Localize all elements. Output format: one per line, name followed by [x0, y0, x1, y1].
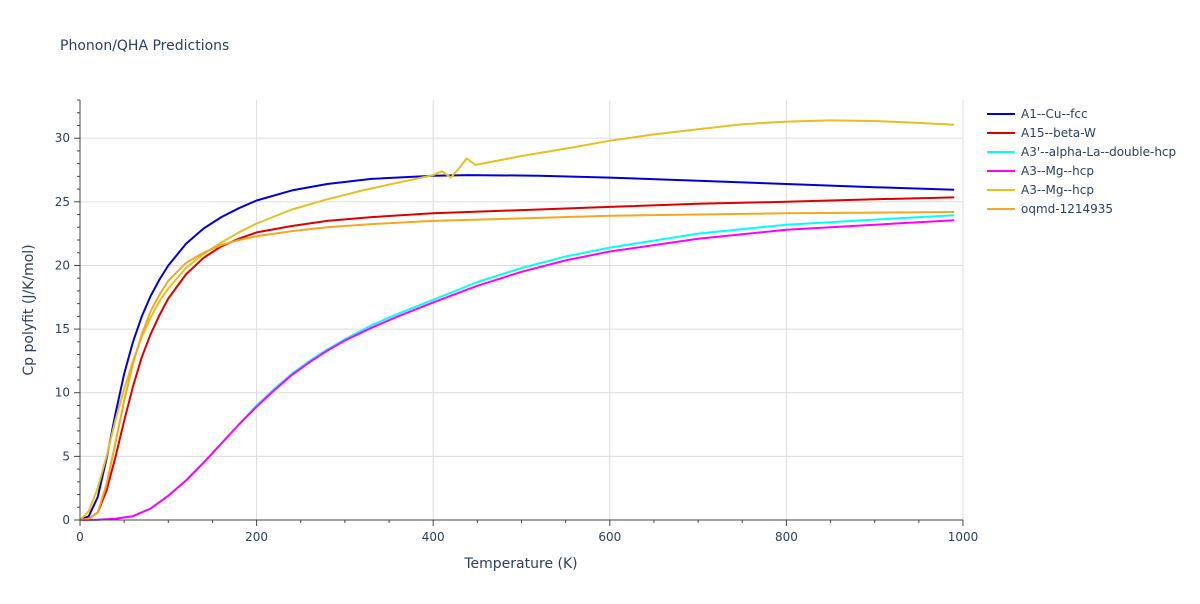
axes: 0 200 400 600 800 1000 0 5 10 15 20 25 30 [55, 99, 979, 544]
series-line-4 [79, 119, 955, 521]
series-line-0 [79, 174, 955, 521]
x-tick-label: 1000 [948, 530, 979, 544]
chart-title: Phonon/QHA Predictions [60, 38, 229, 54]
y-tick-label: 15 [55, 322, 70, 336]
series-line-3 [79, 219, 955, 521]
x-tick-label: 800 [775, 530, 798, 544]
y-tick-label: 10 [55, 386, 70, 400]
y-tick-label: 25 [55, 195, 70, 209]
series-line-2 [79, 214, 955, 521]
legend-label: A1--Cu--fcc [1021, 107, 1088, 121]
y-tick-label: 30 [55, 131, 70, 145]
x-tick-label: 200 [245, 530, 268, 544]
x-tick-label: 600 [598, 530, 621, 544]
legend-label: A3--Mg--hcp [1021, 164, 1094, 178]
legend-label: A15--beta-W [1021, 126, 1096, 140]
legend-item: A15--beta-W [987, 126, 1096, 140]
legend-item: A3--Mg--hcp [987, 183, 1094, 197]
grid-lines [80, 100, 964, 520]
legend-item: A1--Cu--fcc [987, 107, 1088, 121]
x-axis-label: Temperature (K) [463, 556, 577, 572]
series-line-1 [79, 196, 955, 521]
legend-item: A3'--alpha-La--double-hcp [987, 145, 1176, 159]
x-tick-label: 0 [76, 530, 84, 544]
series-line-5 [79, 211, 955, 521]
legend: A1--Cu--fcc A15--beta-W A3'--alpha-La--dou… [987, 107, 1176, 216]
series-lines [79, 119, 955, 521]
legend-label: A3'--alpha-La--double-hcp [1021, 145, 1176, 159]
legend-item: A3--Mg--hcp [987, 164, 1094, 178]
legend-label: oqmd-1214935 [1021, 202, 1113, 216]
x-tick-label: 400 [422, 530, 445, 544]
y-axis-label: Cp polyfit (J/K/mol) [21, 244, 37, 375]
legend-item: oqmd-1214935 [987, 202, 1113, 216]
y-tick-label: 5 [62, 449, 70, 463]
legend-label: A3--Mg--hcp [1021, 183, 1094, 197]
y-tick-label: 0 [62, 513, 70, 527]
y-tick-label: 20 [55, 258, 70, 272]
